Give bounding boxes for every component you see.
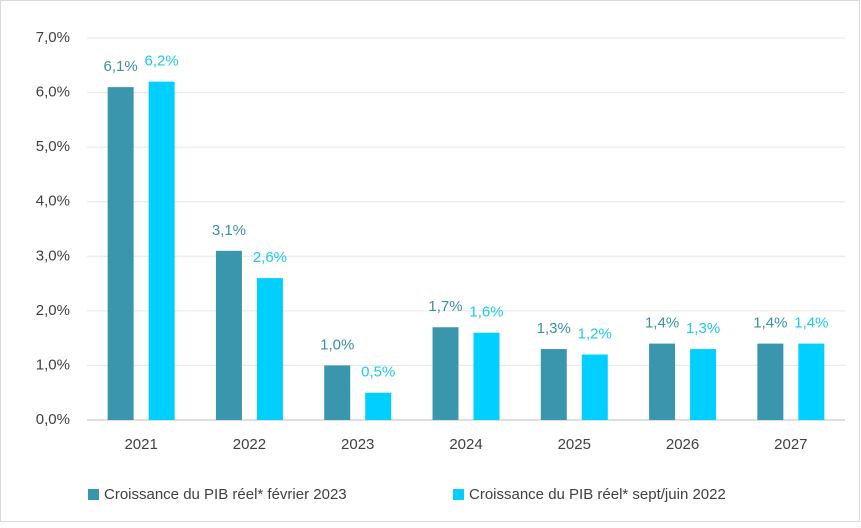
y-tick-label: 5,0% bbox=[36, 138, 70, 155]
y-tick-label: 6,0% bbox=[36, 84, 70, 101]
bar bbox=[324, 365, 351, 420]
y-tick-label: 0,0% bbox=[36, 411, 70, 428]
data-label: 1,0% bbox=[320, 336, 354, 353]
bar bbox=[540, 349, 567, 420]
legend-label: Croissance du PIB réel* sept/juin 2022 bbox=[469, 486, 726, 503]
data-label: 2,6% bbox=[253, 249, 287, 266]
x-tick-label: 2022 bbox=[233, 436, 266, 453]
y-tick-label: 3,0% bbox=[36, 247, 70, 264]
bar bbox=[107, 87, 134, 420]
y-tick-label: 2,0% bbox=[36, 302, 70, 319]
data-label: 6,1% bbox=[104, 58, 138, 75]
legend-swatch bbox=[453, 489, 464, 500]
data-label: 6,2% bbox=[145, 53, 179, 70]
x-tick-label: 2025 bbox=[558, 436, 591, 453]
x-tick-label: 2027 bbox=[774, 436, 807, 453]
x-tick-label: 2023 bbox=[341, 436, 374, 453]
bar bbox=[581, 354, 608, 420]
legend-swatch bbox=[88, 489, 99, 500]
data-label: 1,7% bbox=[428, 298, 462, 315]
bar bbox=[473, 332, 500, 420]
bar bbox=[365, 392, 392, 420]
x-tick-label: 2026 bbox=[666, 436, 699, 453]
data-label: 1,4% bbox=[645, 315, 679, 332]
data-label: 1,2% bbox=[578, 325, 612, 342]
bar bbox=[148, 81, 175, 421]
bar bbox=[256, 278, 283, 420]
bar bbox=[215, 250, 242, 420]
bar bbox=[798, 343, 825, 420]
data-label: 1,4% bbox=[753, 315, 787, 332]
x-tick-label: 2021 bbox=[124, 436, 157, 453]
data-label: 3,1% bbox=[212, 222, 246, 239]
bar bbox=[757, 343, 784, 420]
data-label: 1,4% bbox=[794, 315, 828, 332]
y-tick-label: 7,0% bbox=[36, 29, 70, 46]
data-label: 0,5% bbox=[361, 364, 395, 381]
bar bbox=[649, 343, 676, 420]
data-label: 1,3% bbox=[537, 320, 571, 337]
y-tick-label: 1,0% bbox=[36, 356, 70, 373]
bar bbox=[690, 349, 717, 420]
y-tick-label: 4,0% bbox=[36, 193, 70, 210]
legend-label: Croissance du PIB réel* février 2023 bbox=[104, 486, 347, 503]
data-label: 1,3% bbox=[686, 320, 720, 337]
x-tick-label: 2024 bbox=[449, 436, 482, 453]
data-label: 1,6% bbox=[469, 304, 503, 321]
bar bbox=[432, 327, 459, 420]
